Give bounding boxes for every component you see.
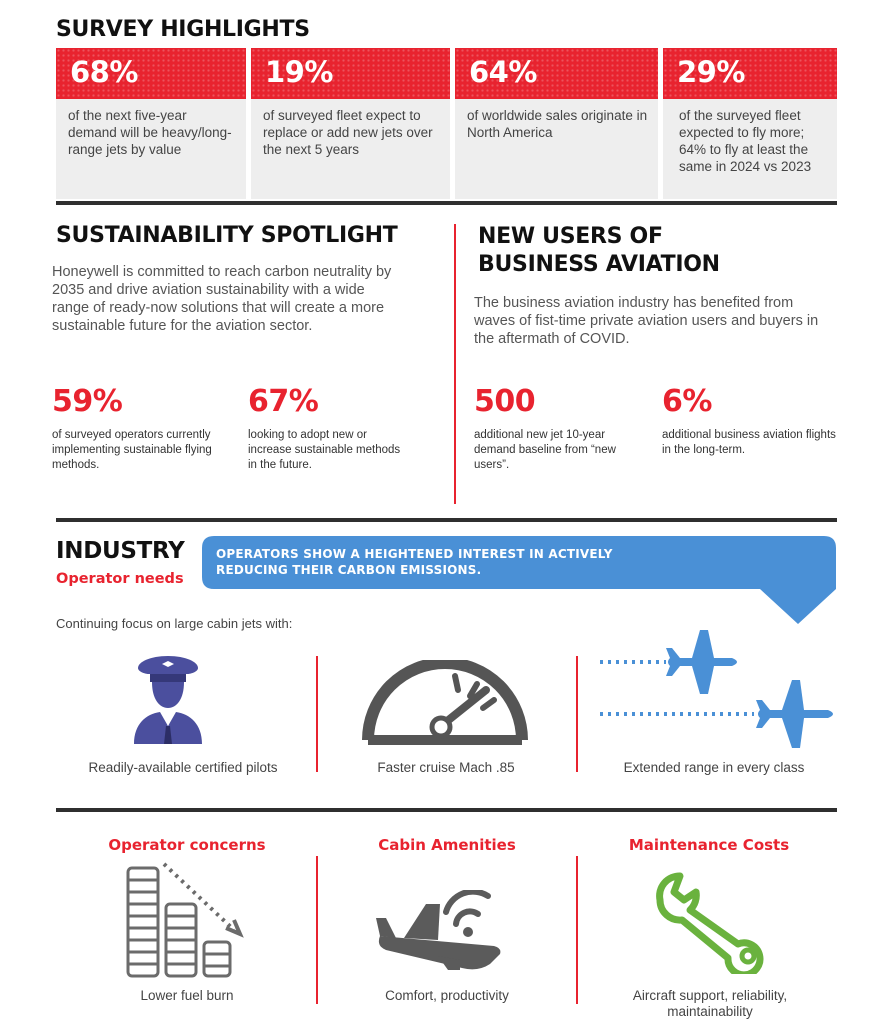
column-divider <box>454 224 456 504</box>
sustainability-title: SUSTAINABILITY SPOTLIGHT <box>56 223 398 248</box>
stat-description: of the next five-year demand will be hea… <box>68 108 232 157</box>
new-users-stat-value: 6% <box>662 384 712 419</box>
stat-description: of surveyed fleet expect to replace or a… <box>263 108 433 157</box>
column-divider <box>316 856 318 1004</box>
stat-value: 68% <box>70 55 138 89</box>
new-users-stat-desc: additional business aviation flights in … <box>662 429 836 456</box>
sustainability-stat-desc: looking to adopt new or increase sustain… <box>248 429 401 471</box>
stat-value: 19% <box>265 55 333 89</box>
column-divider <box>316 656 318 772</box>
industry-intro: Continuing focus on large cabin jets wit… <box>56 616 293 631</box>
new-users-stat-desc: additional new jet 10-year demand baseli… <box>474 429 616 471</box>
column-divider <box>576 656 578 772</box>
fuel-coins-icon <box>126 862 244 978</box>
wrench-icon <box>656 872 764 974</box>
stat-description: of the surveyed fleet expected to fly mo… <box>679 108 812 174</box>
concern-caption: Aircraft support, reliability, maintaina… <box>632 988 788 1019</box>
new-users-title-line2: BUSINESS AVIATION <box>478 252 720 277</box>
speedometer-icon <box>362 660 528 745</box>
industry-caption: Faster cruise Mach .85 <box>377 760 515 775</box>
sustainability-stat-desc: of surveyed operators currently implemen… <box>52 429 212 471</box>
survey-title: SURVEY HIGHLIGHTS <box>56 17 310 42</box>
stat-value: 29% <box>677 55 745 89</box>
new-users-paragraph: The business aviation industry has benef… <box>474 295 819 347</box>
banner-shape <box>202 536 836 624</box>
new-users-title-line1: NEW USERS OF <box>478 224 663 249</box>
industry-title: INDUSTRY <box>56 538 185 564</box>
concern-heading: Cabin Amenities <box>378 836 516 854</box>
survey-stat-card: 29% of the surveyed fleet expected to fl… <box>663 48 837 199</box>
concern-heading: Maintenance Costs <box>628 836 790 854</box>
new-users-title: NEW USERS OF BUSINESS AVIATION <box>478 223 720 279</box>
section-divider <box>56 518 837 522</box>
section-divider <box>56 808 837 812</box>
sustainability-paragraph: Honeywell is committed to reach carbon n… <box>52 264 392 334</box>
industry-caption: Extended range in every class <box>623 760 805 775</box>
sustainability-stat-value: 59% <box>52 384 123 419</box>
sustainability-stat-value: 67% <box>248 384 319 419</box>
airplanes-icon <box>600 630 833 748</box>
section-divider <box>56 201 837 205</box>
industry-subtitle: Operator needs <box>56 571 184 587</box>
survey-stat-card: 19% of surveyed fleet expect to replace … <box>251 48 450 199</box>
column-divider <box>576 856 578 1004</box>
concern-caption: Comfort, productivity <box>385 988 509 1003</box>
pilot-icon <box>134 656 202 744</box>
concern-caption: Lower fuel burn <box>140 988 234 1003</box>
industry-caption: Readily-available certified pilots <box>88 760 278 775</box>
concern-heading: Operator concerns <box>108 836 266 854</box>
stat-description: of worldwide sales originate in North Am… <box>467 108 648 140</box>
new-users-stat-value: 500 <box>474 384 536 419</box>
industry-banner: OPERATORS SHOW A HEIGHTENED INTEREST IN … <box>216 547 613 577</box>
survey-stat-card: 64% of worldwide sales originate in Nort… <box>455 48 658 199</box>
stat-value: 64% <box>469 55 537 89</box>
survey-stat-card: 68% of the next five-year demand will be… <box>56 48 246 199</box>
wifi-plane-icon <box>376 890 501 970</box>
